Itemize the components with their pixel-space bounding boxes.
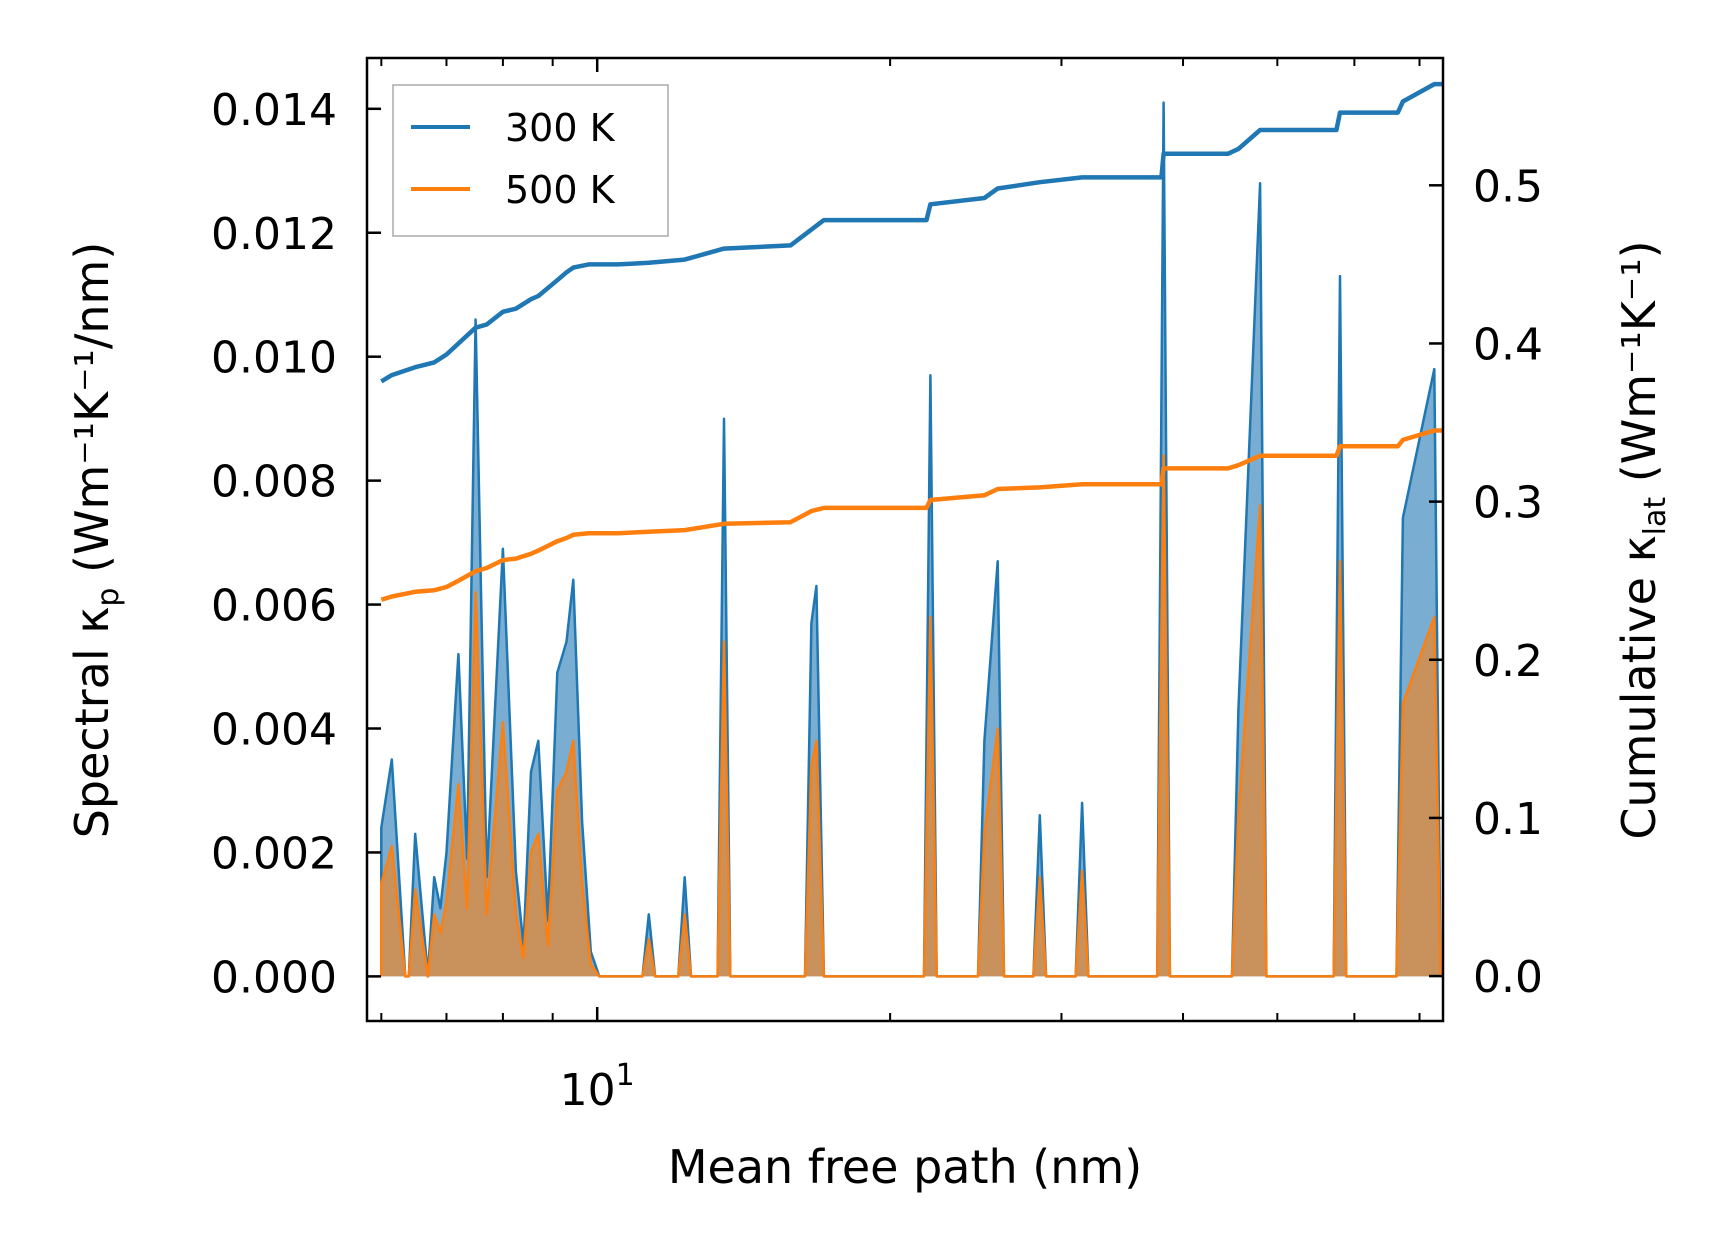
y-left-tick-label: 0.004: [211, 705, 337, 756]
x-tick-label-base: 10: [560, 1065, 616, 1116]
y-right-tick-label: 0.3: [1473, 478, 1543, 529]
y-axis-right-title: Cumulative κlat (Wm⁻¹K⁻¹): [1612, 240, 1673, 839]
legend-label-500k: 500 K: [505, 168, 616, 212]
y-right-tick-label: 0.5: [1473, 161, 1543, 212]
y-axis-left-title: Spectral κp (Wm⁻¹K⁻¹/nm): [65, 242, 126, 839]
axis-ticks: 0.0000.0020.0040.0060.0080.0100.0120.014…: [211, 58, 1543, 1116]
y-right-tick-label: 0.1: [1473, 794, 1543, 845]
y-left-title-subscript: p: [91, 588, 126, 607]
y-left-title-space: [65, 573, 119, 588]
cumulative-line-500k: [380, 428, 1443, 602]
y-left-tick-label: 0.012: [211, 209, 337, 260]
y-right-tick-label: 0.0: [1473, 952, 1543, 1003]
cumulative-plot: [380, 81, 1443, 602]
y-left-title-units: (Wm⁻¹K⁻¹/nm): [65, 242, 119, 573]
x-tick-label: 101: [560, 1058, 635, 1116]
spectral-line-500k: [380, 454, 1442, 978]
y-right-title-units: (Wm⁻¹K⁻¹): [1612, 240, 1666, 482]
y-right-tick-label: 0.4: [1473, 319, 1543, 370]
y-left-title-main: Spectral κ: [65, 607, 119, 839]
y-left-tick-label: 0.010: [211, 333, 337, 384]
plot-frame: [365, 56, 1445, 1023]
y-right-title-space: [1612, 482, 1666, 497]
y-right-title-main: Cumulative κ: [1612, 535, 1666, 839]
y-left-tick-label: 0.014: [211, 85, 337, 136]
cumulative-line-300k: [380, 81, 1443, 384]
legend-label-300k: 300 K: [505, 106, 616, 150]
x-axis-title: Mean free path (nm): [668, 1140, 1142, 1194]
legend-box: [392, 84, 669, 237]
spectral-plot: [380, 101, 1442, 978]
y-left-tick-label: 0.008: [211, 457, 337, 508]
y-left-tick-label: 0.002: [211, 828, 337, 879]
y-left-tick-label: 0.006: [211, 581, 337, 632]
legend: 300 K 500 K: [392, 84, 669, 237]
y-right-title-subscript: lat: [1638, 497, 1673, 536]
y-right-tick-label: 0.2: [1473, 636, 1543, 687]
y-left-tick-label: 0.000: [211, 952, 337, 1003]
x-tick-label-exponent: 1: [616, 1058, 635, 1093]
